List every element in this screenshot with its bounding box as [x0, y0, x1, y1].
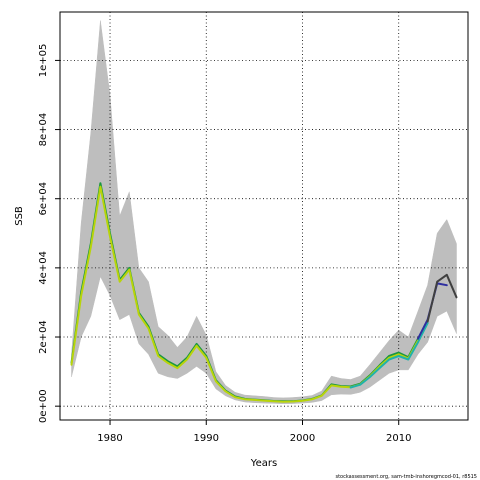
y-tick-label: 0e+00 — [38, 389, 49, 423]
x-axis-title: Years — [250, 458, 277, 469]
x-tick-label: 2000 — [290, 433, 315, 444]
x-tick-label: 2010 — [386, 433, 411, 444]
x-tick-label: 1980 — [97, 433, 122, 444]
y-tick-label: 8e+04 — [38, 113, 49, 147]
y-tick-label: 6e+04 — [38, 182, 49, 216]
y-axis: 0e+00 2e+04 4e+04 6e+04 8e+04 1e+05 — [38, 44, 60, 423]
footer-credit: stockassessment.org, sam-tmb-inshoregmco… — [335, 474, 477, 480]
confidence-band-layer — [71, 20, 457, 404]
series-layer — [70, 182, 458, 403]
x-axis: 1980 1990 2000 2010 — [97, 420, 411, 444]
y-tick-label: 4e+04 — [38, 251, 49, 285]
plot-frame — [59, 11, 469, 421]
series-line-3 — [349, 322, 429, 389]
series-line-5 — [426, 273, 458, 323]
y-axis-title: SSB — [14, 206, 25, 226]
grid-layer — [60, 12, 468, 420]
y-tick-label: 1e+05 — [38, 44, 49, 78]
y-tick-label: 2e+04 — [38, 320, 49, 354]
x-tick-label: 1990 — [194, 433, 219, 444]
confidence-band — [71, 20, 457, 404]
